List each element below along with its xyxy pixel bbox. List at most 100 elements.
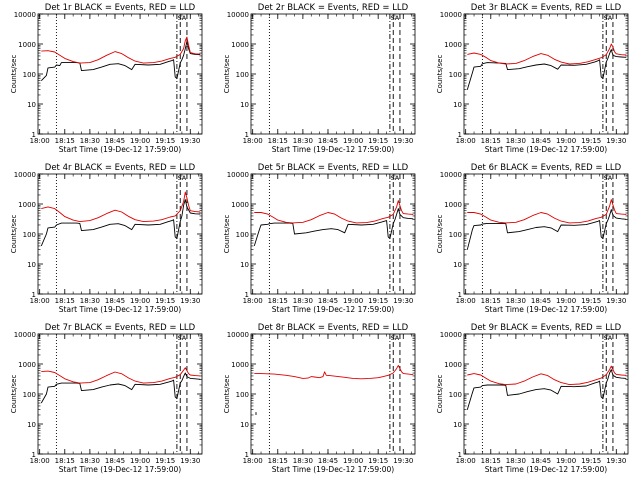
panel-title: Det 7r BLACK = Events, RED = LLD [45,323,196,333]
x-tick-label: 19:30 [180,297,200,305]
series-lld-line [467,365,627,386]
panel-title: Det 5r BLACK = Events, RED = LLD [258,163,409,173]
y-tick-label: 100 [449,71,462,79]
y-tick-label: 10 [453,261,462,269]
panel-det-8r: Det 8r BLACK = Events, RED = LLD 1 10 100 10… [223,323,416,474]
series-events-line [40,372,201,404]
plot-frame [37,13,203,135]
y-tick-label: 10000 [440,331,462,339]
x-tick-label: 19:30 [606,137,626,145]
y-axis-label: Counts/sec [436,215,444,254]
x-tick-label: 18:15 [55,137,75,145]
x-tick-label: 18:30 [293,297,313,305]
y-tick-label: 100 [449,391,462,399]
y-tick-label: 10 [240,101,249,109]
series-events-line [40,41,201,82]
x-tick-label: 18:45 [105,457,125,465]
y-tick-label: 1000 [18,361,36,369]
x-tick-label: 18:30 [506,137,526,145]
panel-det-3r: Det 3r BLACK = Events, RED = LLD 1 10 100 10… [436,3,629,154]
sa-annotation: SA [604,334,613,342]
x-tick-label: 18:00 [456,137,476,145]
panel-det-6r: Det 6r BLACK = Events, RED = LLD 1 10 100 10… [436,163,629,314]
plot-frame [250,173,416,295]
x-tick-label: 18:00 [30,457,50,465]
y-axis-label: Counts/sec [436,375,444,414]
x-tick-label: 18:15 [55,457,75,465]
series-lld-line [41,36,201,64]
y-axis-label: Counts/sec [10,55,18,94]
x-tick-label: 18:30 [80,137,100,145]
y-axis-label: Counts/sec [10,375,18,414]
x-tick-label: 18:45 [105,297,125,305]
series-events-line [466,369,627,410]
panel-title: Det 6r BLACK = Events, RED = LLD [471,163,622,173]
sa-annotation: SA [391,334,400,342]
x-tick-label: 19:15 [581,137,601,145]
y-axis-label: Counts/sec [223,215,231,254]
x-tick-label: 19:00 [343,297,363,305]
x-axis-label: Start Time (19-Dec-12 17:59:00) [485,145,607,154]
y-tick-label: 1 [245,131,249,139]
x-tick-label: 18:45 [531,457,551,465]
y-tick-label: 10000 [440,171,462,179]
series-events-line [466,49,627,90]
y-tick-label: 1000 [231,201,249,209]
x-axis-label: Start Time (19-Dec-12 17:59:00) [272,145,394,154]
y-tick-label: 1 [245,451,249,459]
x-tick-label: 19:30 [180,457,200,465]
sa-annotation: SA [604,14,613,22]
x-tick-label: 19:30 [393,137,413,145]
x-tick-label: 19:00 [130,137,150,145]
y-tick-label: 100 [236,71,249,79]
y-tick-label: 10000 [227,171,249,179]
y-tick-label: 10000 [227,11,249,19]
x-axis-label: Start Time (19-Dec-12 17:59:00) [272,465,394,474]
x-tick-label: 19:15 [581,457,601,465]
y-tick-label: 10 [27,261,36,269]
x-tick-label: 18:00 [243,457,263,465]
y-tick-label: 10000 [14,331,36,339]
x-tick-label: 18:00 [243,137,263,145]
x-tick-label: 18:00 [456,297,476,305]
x-tick-label: 18:45 [318,297,338,305]
x-tick-label: 19:30 [606,457,626,465]
x-tick-label: 19:00 [556,297,576,305]
x-tick-label: 18:15 [268,297,288,305]
series-events-line [253,208,414,247]
panel-det-1r: Det 1r BLACK = Events, RED = LLD 1 10 100 10… [10,3,203,154]
x-tick-label: 19:00 [556,457,576,465]
y-tick-label: 1000 [231,361,249,369]
x-tick-label: 19:00 [130,297,150,305]
sa-annotation: SA [604,174,613,182]
panel-det-7r: Det 7r BLACK = Events, RED = LLD 1 10 100 10… [10,323,203,474]
y-tick-label: 10000 [440,11,462,19]
y-tick-label: 10 [240,261,249,269]
y-tick-label: 1 [458,291,462,299]
x-tick-label: 19:30 [393,297,413,305]
y-axis-label: Counts/sec [10,215,18,254]
x-tick-label: 18:30 [80,297,100,305]
y-tick-label: 10 [453,421,462,429]
series-lld-line [41,191,201,223]
x-tick-label: 19:15 [368,457,388,465]
x-tick-label: 18:30 [293,457,313,465]
x-tick-label: 18:30 [293,137,313,145]
x-tick-label: 19:15 [155,137,175,145]
x-tick-label: 19:00 [556,137,576,145]
x-tick-label: 19:30 [606,297,626,305]
x-tick-label: 18:45 [531,137,551,145]
x-axis-label: Start Time (19-Dec-12 17:59:00) [59,465,181,474]
y-tick-label: 100 [449,231,462,239]
y-tick-label: 10 [453,101,462,109]
sa-annotation: SA [391,14,400,22]
y-tick-label: 100 [236,391,249,399]
x-tick-label: 18:15 [481,457,501,465]
y-tick-label: 1000 [444,201,462,209]
y-tick-label: 1 [458,451,462,459]
plot-frame [463,333,629,455]
x-tick-label: 19:00 [343,457,363,465]
x-tick-label: 19:15 [155,297,175,305]
y-tick-label: 100 [23,391,36,399]
